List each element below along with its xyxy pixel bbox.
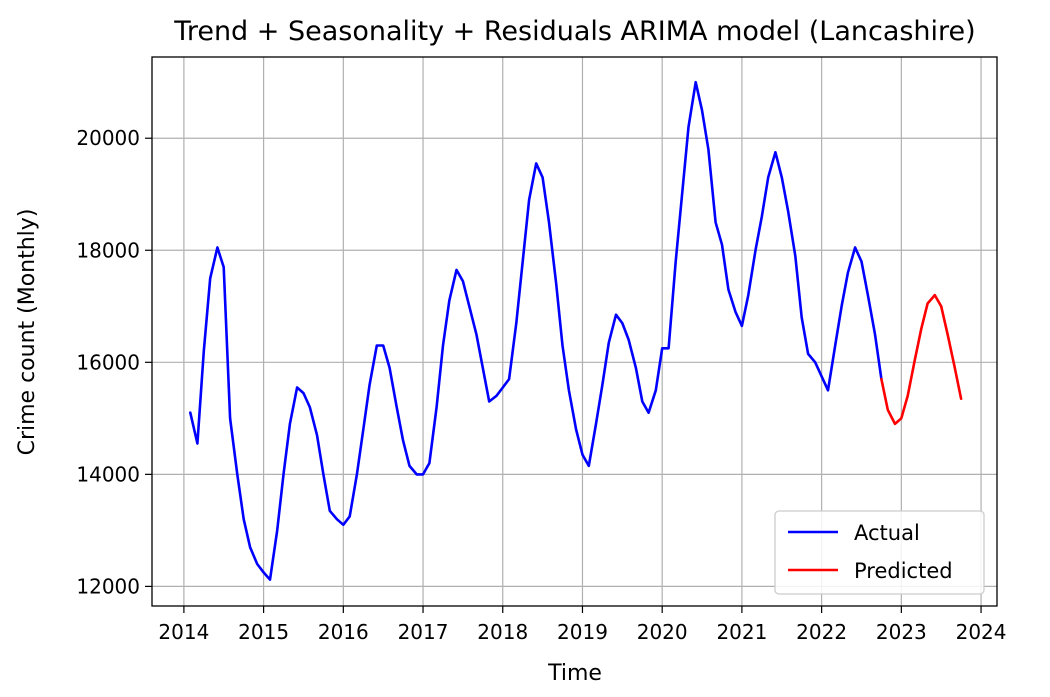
x-axis-label: Time <box>547 661 602 686</box>
x-tick-label: 2022 <box>796 620 847 644</box>
x-tick-label: 2024 <box>956 620 1007 644</box>
legend: Actual Predicted <box>774 510 985 595</box>
x-axis: 2014 2015 2016 2017 2018 2019 2020 2021 2022 2023… <box>158 606 1007 644</box>
legend-label-predicted: Predicted <box>854 559 953 583</box>
y-tick-label: 16000 <box>76 350 140 374</box>
x-tick-label: 2014 <box>158 620 209 644</box>
x-tick-label: 2015 <box>238 620 289 644</box>
series-line-actual <box>189 80 883 582</box>
x-tick-label: 2017 <box>398 620 449 644</box>
x-tick-label: 2019 <box>557 620 608 644</box>
y-tick-label: 18000 <box>76 238 140 262</box>
chart-title: Trend + Seasonality + Residuals ARIMA mo… <box>173 16 975 47</box>
series-line-predicted <box>880 293 963 426</box>
y-tick-label: 12000 <box>76 574 140 598</box>
x-tick-label: 2020 <box>637 620 688 644</box>
x-tick-label: 2016 <box>318 620 369 644</box>
legend-label-actual: Actual <box>854 521 920 545</box>
y-tick-label: 14000 <box>76 462 140 486</box>
x-tick-label: 2021 <box>716 620 767 644</box>
plot-frame <box>151 56 998 607</box>
x-tick-label: 2018 <box>477 620 528 644</box>
series-layer <box>189 80 963 582</box>
x-tick-label: 2023 <box>876 620 927 644</box>
y-tick-label: 20000 <box>76 126 140 150</box>
y-axis: 12000 14000 16000 18000 20000 <box>76 126 152 598</box>
grid <box>152 57 997 606</box>
y-axis-label: Crime count (Monthly) <box>15 209 40 456</box>
